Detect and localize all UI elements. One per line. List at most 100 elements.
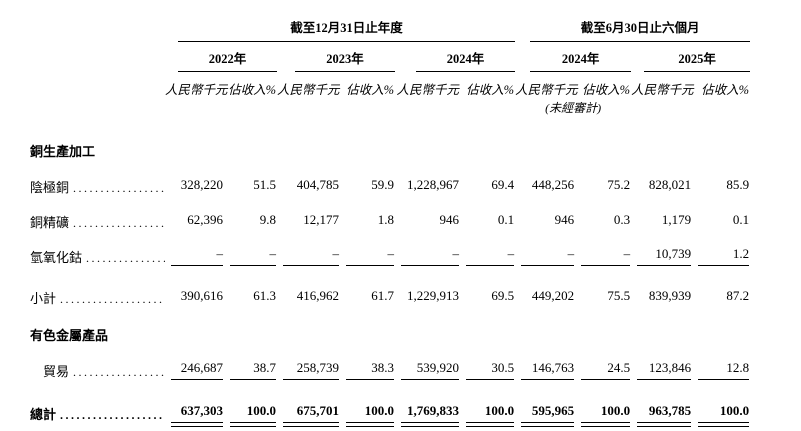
value-cell: – [575,236,631,271]
table-row: 氫氧化鈷..................................––… [30,236,750,271]
share-header: 佔收入% [228,83,276,97]
value-cell: 9.8 [259,212,276,227]
dot-leader: .................................. [60,408,165,422]
table-row: 貿易..................................246,… [30,350,750,385]
value-cell: 0.1 [732,212,750,227]
value-cell: 539,920 [395,350,460,385]
value-cell: 62,396 [187,212,223,227]
value-cell: 828,021 [648,177,692,192]
year-2025-interim: 2025年 [644,48,751,72]
table-row: 小計.................................. 390,… [30,271,750,312]
value-cell: 12.8 [692,350,750,385]
value-cell: 61.7 [371,288,394,303]
row-label-cell: 有色金屬產品 [30,328,109,343]
value-cell: 0.3 [613,212,631,227]
row-label: 銅精礦 [30,215,70,230]
value-cell: 69.4 [491,177,515,192]
row-label-cell: 銅生產加工 [30,144,96,159]
value-cell: 85.9 [726,177,750,192]
value-cell: 61.3 [253,288,276,303]
unaudited-note: (未經審計) [545,101,602,115]
dot-leader: .................................. [73,181,165,195]
row-label-cell: 氫氧化鈷.................................. [30,236,165,271]
row-label: 小計 [30,291,57,306]
value-cell: – [395,236,460,271]
value-cell: 416,962 [296,288,339,303]
value-cell: 390,616 [180,288,223,303]
annual-period-title: 截至12月31日止年度 [178,17,516,42]
value-cell: 146,763 [515,350,575,385]
currency-header: 人民幣千元 [631,83,694,97]
row-label-cell: 陰極銅.................................. [30,166,165,201]
value-cell: – [515,236,575,271]
table-row: 總計..................................637,… [30,385,750,431]
value-cell: 59.9 [371,177,394,192]
value-cell: 10,739 [631,236,692,271]
interim-period-cell: 截至6月30日止六個月 [515,10,751,42]
value-cell: 69.5 [491,288,515,303]
value-cell: 123,846 [631,350,692,385]
value-cell: 839,939 [648,288,692,303]
dot-leader: .................................. [60,292,165,306]
year-2023: 2023年 [295,48,395,72]
period-header-row: 截至12月31日止年度 截至6月30日止六個月 [30,10,751,42]
currency-header: 人民幣千元 [396,83,459,97]
table-row: 銅生產加工 [30,116,750,166]
value-cell: 100.0 [340,385,395,431]
dot-leader: .................................. [73,365,165,379]
row-label: 貿易 [43,364,70,379]
revenue-breakdown-table: 截至12月31日止年度 截至6月30日止六個月 2022年 2023年 2024… [30,10,751,431]
value-cell: 12,177 [303,212,339,227]
dot-leader: .................................. [73,216,165,230]
value-cell: 1,228,967 [407,177,459,192]
row-label-cell: 總計.................................. [30,385,165,431]
value-cell: 30.5 [460,350,515,385]
value-cell: 1.8 [377,212,394,227]
value-cell: 24.5 [575,350,631,385]
value-cell: 51.5 [253,177,276,192]
value-cell: 38.3 [340,350,395,385]
year-header-row: 2022年 2023年 2024年 2024年 2025年 [30,42,751,72]
value-cell: – [460,236,515,271]
value-cell: 1,229,913 [407,288,459,303]
share-header: 佔收入% [701,83,750,97]
row-label: 總計 [30,407,57,422]
value-cell: 100.0 [224,385,277,431]
table-row: 陰極銅.................................. 328… [30,166,750,201]
value-cell: 38.7 [224,350,277,385]
unaudited-note-row: (未經審計) [30,98,750,116]
column-header-row: 人民幣千元 佔收入% 人民幣千元 佔收入% 人民幣千元 佔收入% 人民幣千元 佔… [30,72,750,98]
value-cell: – [340,236,395,271]
row-label-cell: 貿易.................................. [30,350,165,385]
value-cell: 246,687 [165,350,224,385]
value-cell: 87.2 [726,288,750,303]
value-cell: 595,965 [515,385,575,431]
value-cell: 100.0 [575,385,631,431]
table-row: 有色金屬產品 [30,312,750,350]
value-cell: 946 [439,212,460,227]
value-cell: 1.2 [692,236,750,271]
year-2024: 2024年 [416,48,516,72]
value-cell: 448,256 [531,177,575,192]
value-cell: 404,785 [296,177,339,192]
share-header: 佔收入% [466,83,515,97]
row-label-cell: 小計.................................. [30,271,165,312]
table-row: 銅精礦.................................. 62,… [30,201,750,236]
value-cell: 100.0 [460,385,515,431]
value-cell: – [224,236,277,271]
value-cell: 100.0 [692,385,750,431]
value-cell: 1,769,833 [395,385,460,431]
interim-period-title: 截至6月30日止六個月 [530,17,751,42]
year-2024-interim: 2024年 [530,48,632,72]
currency-header: 人民幣千元 [515,83,578,97]
share-header: 佔收入% [582,83,631,97]
value-cell: 675,701 [277,385,340,431]
empty-corner-cell [30,10,165,42]
value-cell: 946 [554,212,575,227]
row-label-cell: 銅精礦.................................. [30,201,165,236]
row-label: 陰極銅 [30,180,70,195]
value-cell: – [277,236,340,271]
value-cell: 637,303 [165,385,224,431]
dot-leader: .................................. [86,251,165,265]
